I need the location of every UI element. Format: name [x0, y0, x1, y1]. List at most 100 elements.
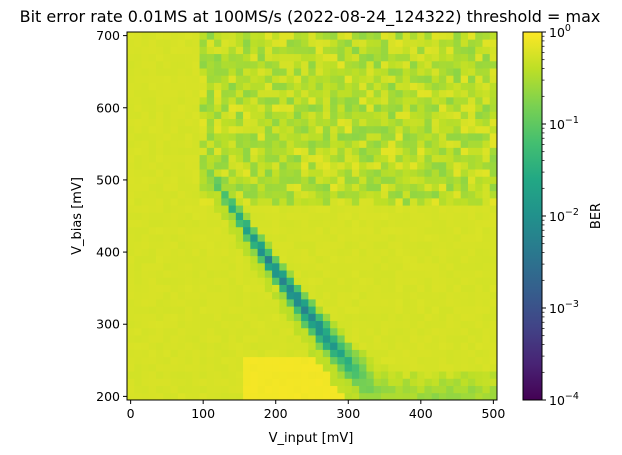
heatmap-cell	[380, 161, 389, 170]
heatmap-cell	[489, 219, 498, 228]
heatmap-cell	[141, 161, 150, 170]
heatmap-cell	[351, 356, 360, 365]
y-tick-label: 700	[96, 28, 120, 43]
heatmap-cell	[446, 32, 454, 40]
heatmap-cell	[163, 313, 171, 322]
heatmap-cell	[235, 82, 244, 91]
heatmap-cell	[235, 335, 244, 343]
heatmap-cell	[380, 104, 389, 112]
heatmap-cell	[286, 212, 295, 221]
heatmap-cell	[409, 248, 418, 257]
heatmap-cell	[409, 118, 418, 127]
heatmap-cell	[235, 284, 244, 293]
heatmap-cell	[359, 226, 367, 235]
heatmap-cell	[460, 234, 469, 242]
heatmap-cell	[417, 46, 425, 55]
heatmap-cell	[243, 75, 251, 83]
heatmap-cell	[330, 96, 338, 105]
heatmap-cell	[453, 169, 462, 177]
heatmap-cell	[366, 378, 375, 386]
heatmap-cell	[279, 75, 287, 83]
heatmap-cell	[156, 154, 164, 163]
heatmap-cell	[243, 291, 251, 300]
heatmap-cell	[409, 270, 418, 278]
heatmap-cell	[279, 68, 287, 76]
heatmap-cell	[170, 176, 179, 184]
heatmap-cell	[228, 392, 237, 401]
heatmap-cell	[475, 53, 483, 62]
heatmap-cell	[250, 46, 258, 55]
heatmap-cell	[199, 140, 208, 148]
heatmap-cell	[301, 39, 309, 47]
heatmap-cell	[489, 313, 498, 322]
heatmap-cell	[206, 197, 215, 206]
heatmap-cell	[395, 363, 404, 372]
heatmap-cell	[337, 140, 346, 148]
heatmap-cell	[199, 82, 208, 91]
heatmap-cell	[221, 327, 229, 336]
heatmap-cell	[206, 277, 215, 285]
heatmap-cell	[170, 96, 179, 105]
heatmap-cell	[293, 82, 302, 91]
heatmap-cell	[308, 205, 317, 213]
heatmap-cell	[250, 320, 258, 329]
heatmap-cell	[170, 39, 179, 47]
heatmap-cell	[409, 241, 418, 249]
heatmap-cell	[257, 363, 266, 372]
heatmap-cell	[322, 161, 331, 170]
heatmap-cell	[264, 248, 273, 257]
heatmap-cell	[438, 335, 447, 343]
heatmap-cell	[380, 356, 389, 365]
heatmap-cell	[308, 327, 317, 336]
heatmap-cell	[489, 342, 498, 350]
heatmap-cell	[344, 161, 353, 170]
heatmap-cell	[330, 53, 338, 62]
heatmap-cell	[156, 75, 164, 83]
heatmap-cell	[482, 284, 491, 293]
heatmap-cell	[279, 349, 287, 358]
heatmap-cell	[228, 75, 237, 83]
heatmap-cell	[148, 363, 157, 372]
heatmap-cell	[482, 75, 491, 83]
heatmap-cell	[148, 133, 157, 141]
heatmap-cell	[272, 39, 280, 47]
heatmap-cell	[351, 349, 360, 358]
heatmap-cell	[141, 68, 150, 76]
heatmap-cell	[156, 291, 164, 300]
heatmap-cell	[301, 118, 309, 127]
heatmap-cell	[279, 147, 287, 156]
heatmap-cell	[163, 60, 171, 69]
heatmap-cell	[431, 392, 440, 401]
heatmap-cell	[257, 140, 266, 148]
heatmap-cell	[163, 75, 171, 83]
heatmap-cell	[286, 169, 295, 177]
heatmap-cell	[337, 68, 346, 76]
heatmap-cell	[228, 226, 237, 235]
heatmap-cell	[431, 277, 440, 285]
heatmap-cell	[148, 356, 157, 365]
heatmap-cell	[482, 111, 491, 119]
heatmap-cell	[373, 125, 382, 134]
heatmap-cell	[417, 255, 425, 264]
heatmap-cell	[475, 219, 483, 228]
heatmap-cell	[148, 277, 157, 285]
heatmap-cell	[424, 277, 433, 285]
heatmap-cell	[467, 241, 476, 249]
heatmap-cell	[453, 46, 462, 55]
heatmap-cell	[388, 327, 396, 336]
heatmap-cell	[388, 363, 396, 372]
heatmap-cell	[308, 140, 317, 148]
heatmap-cell	[170, 118, 179, 127]
heatmap-cell	[409, 335, 418, 343]
heatmap-cell	[446, 140, 454, 148]
heatmap-cell	[366, 140, 375, 148]
heatmap-cell	[438, 226, 447, 235]
heatmap-cell	[475, 385, 483, 394]
heatmap-cell	[308, 212, 317, 221]
heatmap-cell	[257, 89, 266, 98]
heatmap-cell	[489, 118, 498, 127]
heatmap-cell	[359, 255, 367, 264]
heatmap-cell	[272, 234, 280, 242]
heatmap-cell	[286, 327, 295, 336]
heatmap-cell	[388, 270, 396, 278]
